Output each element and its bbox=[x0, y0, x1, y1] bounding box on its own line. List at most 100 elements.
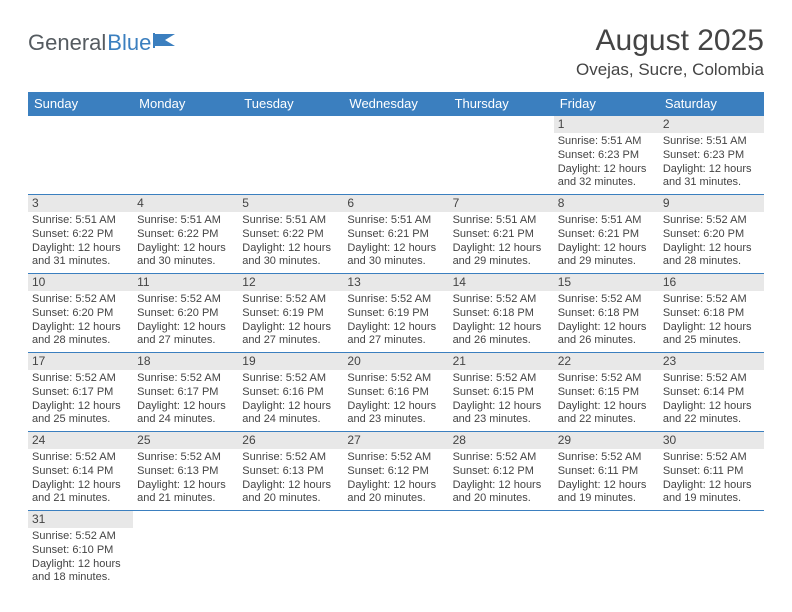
daylight-text: Daylight: 12 hours and 27 minutes. bbox=[242, 321, 339, 349]
week-row: 10Sunrise: 5:52 AMSunset: 6:20 PMDayligh… bbox=[28, 274, 764, 353]
day-number: 24 bbox=[28, 432, 133, 449]
sunset-text: Sunset: 6:10 PM bbox=[32, 544, 129, 558]
sunrise-text: Sunrise: 5:52 AM bbox=[558, 451, 655, 465]
day-body: Sunrise: 5:52 AMSunset: 6:18 PMDaylight:… bbox=[449, 291, 554, 352]
day-body: Sunrise: 5:52 AMSunset: 6:17 PMDaylight:… bbox=[28, 370, 133, 431]
daylight-text: Daylight: 12 hours and 22 minutes. bbox=[558, 400, 655, 428]
sunrise-text: Sunrise: 5:52 AM bbox=[558, 293, 655, 307]
day-number bbox=[343, 116, 448, 119]
day-cell: 17Sunrise: 5:52 AMSunset: 6:17 PMDayligh… bbox=[28, 353, 133, 431]
day-cell: 8Sunrise: 5:51 AMSunset: 6:21 PMDaylight… bbox=[554, 195, 659, 273]
day-cell: 1Sunrise: 5:51 AMSunset: 6:23 PMDaylight… bbox=[554, 116, 659, 194]
sunrise-text: Sunrise: 5:51 AM bbox=[242, 214, 339, 228]
day-number: 15 bbox=[554, 274, 659, 291]
daylight-text: Daylight: 12 hours and 28 minutes. bbox=[663, 242, 760, 270]
day-number: 2 bbox=[659, 116, 764, 133]
sunrise-text: Sunrise: 5:52 AM bbox=[32, 293, 129, 307]
day-cell: 6Sunrise: 5:51 AMSunset: 6:21 PMDaylight… bbox=[343, 195, 448, 273]
day-number: 16 bbox=[659, 274, 764, 291]
day-number: 12 bbox=[238, 274, 343, 291]
day-body: Sunrise: 5:52 AMSunset: 6:12 PMDaylight:… bbox=[449, 449, 554, 510]
sunset-text: Sunset: 6:19 PM bbox=[242, 307, 339, 321]
day-cell: 29Sunrise: 5:52 AMSunset: 6:11 PMDayligh… bbox=[554, 432, 659, 510]
day-cell: 12Sunrise: 5:52 AMSunset: 6:19 PMDayligh… bbox=[238, 274, 343, 352]
day-body: Sunrise: 5:52 AMSunset: 6:20 PMDaylight:… bbox=[659, 212, 764, 273]
day-number: 9 bbox=[659, 195, 764, 212]
day-number bbox=[449, 511, 554, 514]
day-cell: 22Sunrise: 5:52 AMSunset: 6:15 PMDayligh… bbox=[554, 353, 659, 431]
sunset-text: Sunset: 6:20 PM bbox=[663, 228, 760, 242]
day-body: Sunrise: 5:52 AMSunset: 6:14 PMDaylight:… bbox=[28, 449, 133, 510]
day-body: Sunrise: 5:52 AMSunset: 6:14 PMDaylight:… bbox=[659, 370, 764, 431]
day-body: Sunrise: 5:51 AMSunset: 6:21 PMDaylight:… bbox=[449, 212, 554, 273]
daylight-text: Daylight: 12 hours and 19 minutes. bbox=[663, 479, 760, 507]
week-row: 1Sunrise: 5:51 AMSunset: 6:23 PMDaylight… bbox=[28, 116, 764, 195]
title-block: August 2025 Ovejas, Sucre, Colombia bbox=[576, 24, 764, 80]
day-body: Sunrise: 5:52 AMSunset: 6:20 PMDaylight:… bbox=[133, 291, 238, 352]
day-number: 23 bbox=[659, 353, 764, 370]
week-row: 3Sunrise: 5:51 AMSunset: 6:22 PMDaylight… bbox=[28, 195, 764, 274]
daylight-text: Daylight: 12 hours and 21 minutes. bbox=[137, 479, 234, 507]
calendar-grid: Sunday Monday Tuesday Wednesday Thursday… bbox=[28, 92, 764, 589]
day-cell bbox=[343, 116, 448, 194]
daylight-text: Daylight: 12 hours and 27 minutes. bbox=[137, 321, 234, 349]
sunrise-text: Sunrise: 5:51 AM bbox=[137, 214, 234, 228]
day-number: 11 bbox=[133, 274, 238, 291]
daylight-text: Daylight: 12 hours and 32 minutes. bbox=[558, 163, 655, 191]
daylight-text: Daylight: 12 hours and 26 minutes. bbox=[558, 321, 655, 349]
day-body: Sunrise: 5:51 AMSunset: 6:22 PMDaylight:… bbox=[133, 212, 238, 273]
logo: General Blue bbox=[28, 30, 179, 56]
sunrise-text: Sunrise: 5:52 AM bbox=[558, 372, 655, 386]
sunrise-text: Sunrise: 5:51 AM bbox=[558, 135, 655, 149]
day-number: 31 bbox=[28, 511, 133, 528]
sunrise-text: Sunrise: 5:52 AM bbox=[242, 451, 339, 465]
day-header-thursday: Thursday bbox=[449, 92, 554, 116]
day-cell: 25Sunrise: 5:52 AMSunset: 6:13 PMDayligh… bbox=[133, 432, 238, 510]
daylight-text: Daylight: 12 hours and 21 minutes. bbox=[32, 479, 129, 507]
sunrise-text: Sunrise: 5:52 AM bbox=[347, 372, 444, 386]
day-number: 13 bbox=[343, 274, 448, 291]
day-cell bbox=[449, 116, 554, 194]
day-number bbox=[133, 511, 238, 514]
location-subtitle: Ovejas, Sucre, Colombia bbox=[576, 60, 764, 80]
day-body: Sunrise: 5:52 AMSunset: 6:19 PMDaylight:… bbox=[343, 291, 448, 352]
sunrise-text: Sunrise: 5:51 AM bbox=[663, 135, 760, 149]
day-cell: 19Sunrise: 5:52 AMSunset: 6:16 PMDayligh… bbox=[238, 353, 343, 431]
day-cell: 13Sunrise: 5:52 AMSunset: 6:19 PMDayligh… bbox=[343, 274, 448, 352]
daylight-text: Daylight: 12 hours and 27 minutes. bbox=[347, 321, 444, 349]
sunrise-text: Sunrise: 5:52 AM bbox=[453, 451, 550, 465]
day-cell: 26Sunrise: 5:52 AMSunset: 6:13 PMDayligh… bbox=[238, 432, 343, 510]
sunset-text: Sunset: 6:11 PM bbox=[558, 465, 655, 479]
sunrise-text: Sunrise: 5:51 AM bbox=[453, 214, 550, 228]
day-body: Sunrise: 5:52 AMSunset: 6:11 PMDaylight:… bbox=[659, 449, 764, 510]
sunrise-text: Sunrise: 5:52 AM bbox=[32, 372, 129, 386]
day-cell: 21Sunrise: 5:52 AMSunset: 6:15 PMDayligh… bbox=[449, 353, 554, 431]
sunset-text: Sunset: 6:17 PM bbox=[137, 386, 234, 400]
day-cell bbox=[238, 511, 343, 589]
sunrise-text: Sunrise: 5:51 AM bbox=[347, 214, 444, 228]
sunrise-text: Sunrise: 5:52 AM bbox=[137, 451, 234, 465]
day-cell: 10Sunrise: 5:52 AMSunset: 6:20 PMDayligh… bbox=[28, 274, 133, 352]
daylight-text: Daylight: 12 hours and 26 minutes. bbox=[453, 321, 550, 349]
sunrise-text: Sunrise: 5:52 AM bbox=[663, 372, 760, 386]
day-number bbox=[554, 511, 659, 514]
sunrise-text: Sunrise: 5:52 AM bbox=[663, 214, 760, 228]
day-cell: 11Sunrise: 5:52 AMSunset: 6:20 PMDayligh… bbox=[133, 274, 238, 352]
sunrise-text: Sunrise: 5:52 AM bbox=[453, 372, 550, 386]
daylight-text: Daylight: 12 hours and 22 minutes. bbox=[663, 400, 760, 428]
daylight-text: Daylight: 12 hours and 29 minutes. bbox=[558, 242, 655, 270]
day-number: 25 bbox=[133, 432, 238, 449]
daylight-text: Daylight: 12 hours and 25 minutes. bbox=[663, 321, 760, 349]
daylight-text: Daylight: 12 hours and 19 minutes. bbox=[558, 479, 655, 507]
day-number: 30 bbox=[659, 432, 764, 449]
day-body: Sunrise: 5:52 AMSunset: 6:15 PMDaylight:… bbox=[449, 370, 554, 431]
logo-text-general: General bbox=[28, 30, 106, 56]
daylight-text: Daylight: 12 hours and 20 minutes. bbox=[347, 479, 444, 507]
daylight-text: Daylight: 12 hours and 25 minutes. bbox=[32, 400, 129, 428]
day-number bbox=[133, 116, 238, 119]
daylight-text: Daylight: 12 hours and 18 minutes. bbox=[32, 558, 129, 586]
day-number: 20 bbox=[343, 353, 448, 370]
week-row: 31Sunrise: 5:52 AMSunset: 6:10 PMDayligh… bbox=[28, 511, 764, 589]
sunset-text: Sunset: 6:23 PM bbox=[558, 149, 655, 163]
day-header-monday: Monday bbox=[133, 92, 238, 116]
